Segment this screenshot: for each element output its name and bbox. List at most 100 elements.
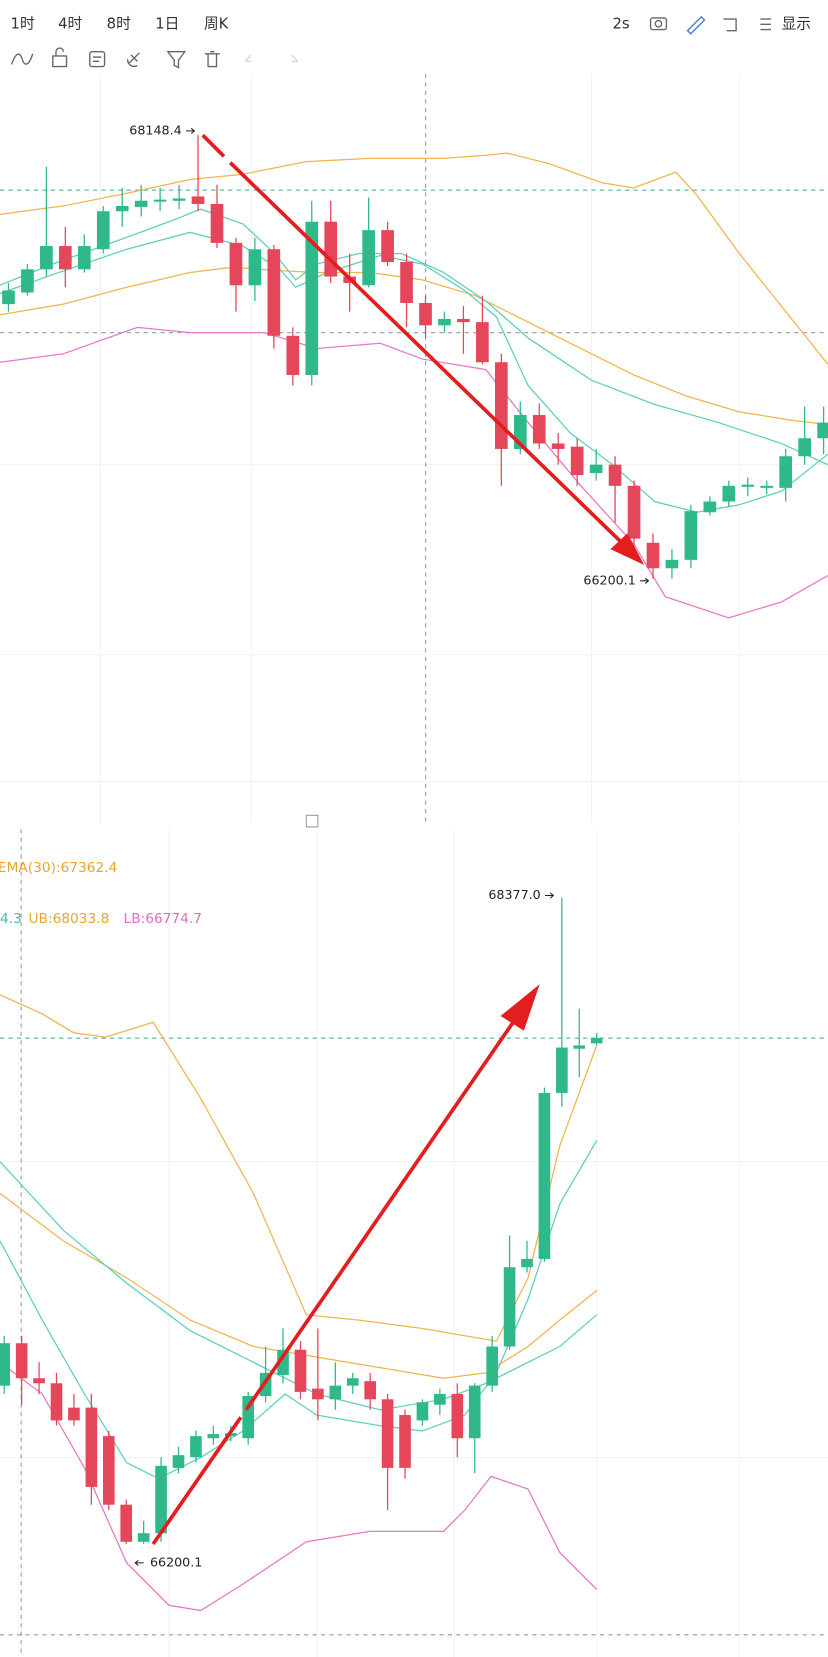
candle-body [277,1349,289,1375]
candle-body [495,362,508,449]
panel-handle[interactable] [305,814,319,828]
candle-body [137,1533,150,1542]
annotation-arrow [640,577,650,584]
candle-body [400,262,413,303]
note-icon[interactable] [89,51,106,68]
magnet-icon[interactable] [127,52,140,68]
candle-body [229,242,243,286]
candle-body [722,485,736,502]
trend-arrow [151,984,540,1546]
price-annotation: 66200.1 [583,572,635,587]
candle-body [419,302,432,326]
camera-icon[interactable] [649,17,668,31]
legend-mid: 4.3 [0,911,22,927]
candle-body [627,485,641,539]
candle-body [115,205,129,212]
candle-body [457,318,470,323]
candle-body [324,221,338,277]
candle-body [267,249,281,336]
candle-body [21,269,34,293]
legend-ub: UB:68033.8 [29,911,110,927]
candle-body [608,464,622,486]
candle-body [573,1045,586,1049]
grid [0,73,828,1657]
candle-body [207,1434,220,1439]
candle-body [362,230,375,286]
lock-icon[interactable] [52,47,68,68]
candle-body [364,1381,376,1400]
candle-body [68,1407,80,1421]
candle-body [58,246,72,270]
candle-body [703,501,717,513]
candle-body [172,198,186,201]
candle-body [684,511,698,560]
pen-icon[interactable] [686,15,706,35]
toolbar: 1时 4时 8时 1日 周K 2s 显示 [10,15,812,69]
candle-body [0,1343,11,1386]
middle-band [0,208,828,466]
upper-band [0,994,598,1342]
annotation-arrow [544,892,555,899]
price-annotation: 66200.1 [150,1554,202,1569]
indicator-icon[interactable] [10,53,34,65]
candle-body [468,1385,481,1439]
candle-body [665,559,679,569]
candle-body [399,1415,411,1468]
candle-body [532,415,546,444]
ema-line [0,266,828,426]
candle-body [556,1047,568,1093]
candle-body [551,443,565,449]
candle-body [102,1436,115,1505]
menu-icon[interactable] [760,18,771,31]
candle-body [50,1383,63,1421]
candle-body [503,1267,516,1347]
interval-tab[interactable]: 4时 [58,15,82,32]
candle-body [521,1258,533,1268]
refresh-rate[interactable]: 2s [613,15,630,32]
legend-lb: LB:66774.7 [124,911,202,927]
candle-body [476,322,489,363]
candle-body [242,1396,255,1439]
undo-box-icon[interactable] [723,18,737,32]
annotation-arrow [134,1559,144,1566]
candle-body [438,318,451,326]
fast-ema [0,231,828,513]
lower-band [0,1361,598,1612]
candle-body [15,1343,28,1379]
candle-body [646,542,660,569]
candle-body [248,249,262,286]
trend-arrow [201,133,645,566]
candle-body [817,422,828,439]
candle-body [77,246,91,270]
upper-band [0,152,828,365]
annotation-arrow [185,127,196,134]
candle-body [451,1393,464,1439]
interval-tab[interactable]: 1日 [155,15,179,32]
interval-tab[interactable]: 1时 [11,15,35,32]
candle-body [434,1393,446,1405]
undo-icon [244,54,252,62]
candle-body [85,1407,98,1487]
filter-icon[interactable] [166,51,187,69]
interval-tab[interactable]: 8时 [107,15,131,32]
interval-tab[interactable]: 周K [204,15,229,32]
candles: 68148.4 66200.1 68377.0 66200.1 [0,122,828,1569]
delete-icon[interactable] [204,51,220,68]
ema-line [0,1192,598,1379]
candle-body [570,446,584,476]
candle-body [798,438,811,457]
candle-body [346,1378,359,1386]
candle-body [190,1436,202,1458]
display-toggle[interactable]: 显示 [782,15,812,32]
candle-body [305,221,319,375]
candle-body [153,199,167,202]
candle-body [381,1399,394,1468]
candle-body [286,335,300,375]
candle-body [760,485,774,488]
candle-body [381,230,394,263]
candle-body [416,1402,429,1421]
candle-body [741,484,755,487]
candle-body [312,1388,324,1400]
redo-icon [291,54,299,62]
price-annotation: 68148.4 [129,122,181,137]
